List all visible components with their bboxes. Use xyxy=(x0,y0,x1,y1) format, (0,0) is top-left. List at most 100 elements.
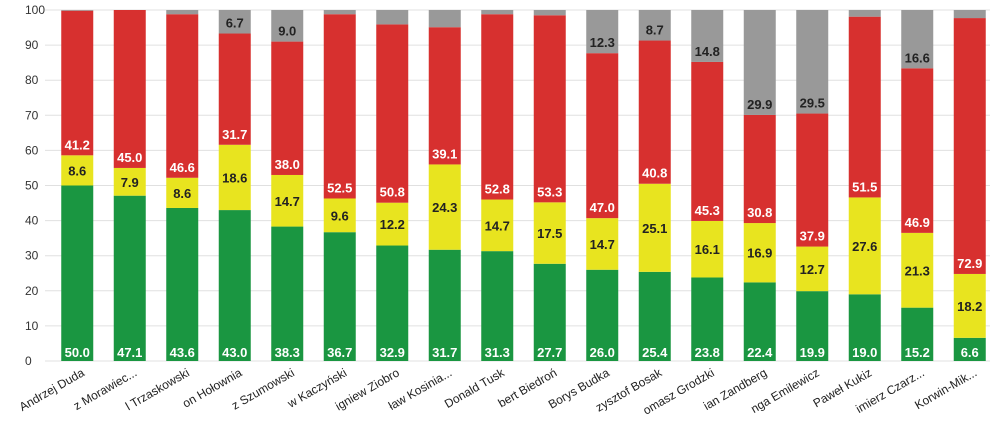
data-label: 8.7 xyxy=(646,23,664,38)
data-label: 23.8 xyxy=(695,345,720,360)
data-label: 12.2 xyxy=(380,217,405,232)
bar-segment-series1-7 xyxy=(428,164,461,250)
data-label: 38.0 xyxy=(275,157,300,172)
data-label: 36.7 xyxy=(327,345,352,360)
bar-segment-series2-2 xyxy=(166,14,199,178)
data-label: 53.3 xyxy=(537,184,562,199)
y-tick-label: 90 xyxy=(25,38,39,52)
data-label: 25.4 xyxy=(642,345,668,360)
bar-segment-series2-0 xyxy=(61,10,94,156)
y-tick-label: 60 xyxy=(25,143,39,157)
bar-segment-series3-0 xyxy=(61,10,94,11)
data-label: 7.9 xyxy=(121,175,139,190)
bar-segment-series3-7 xyxy=(428,10,461,28)
data-label: 27.7 xyxy=(537,345,562,360)
bar-segment-series0-2 xyxy=(166,207,199,361)
y-tick-label: 10 xyxy=(25,319,39,333)
data-label: 19.0 xyxy=(852,345,877,360)
bar-segment-series1-5 xyxy=(323,198,356,233)
bar-segment-series0-5 xyxy=(323,232,356,361)
data-label: 47.1 xyxy=(117,345,142,360)
data-label: 32.9 xyxy=(380,345,405,360)
bar-segment-series3-2 xyxy=(166,10,199,15)
data-label: 14.8 xyxy=(695,44,720,59)
y-tick-label: 70 xyxy=(25,108,39,122)
bar-segment-series2-8 xyxy=(481,14,514,200)
data-label: 30.8 xyxy=(747,205,772,220)
data-label: 41.2 xyxy=(65,137,90,152)
data-label: 38.3 xyxy=(275,345,300,360)
bar-segment-series1-6 xyxy=(376,202,409,246)
x-category-label: Donald Tusk xyxy=(442,365,508,411)
bar-segment-series0-14 xyxy=(796,291,829,361)
bar-segment-series1-14 xyxy=(796,246,829,292)
y-tick-label: 30 xyxy=(25,249,39,263)
bar-segment-series1-4 xyxy=(271,174,304,227)
data-label: 12.3 xyxy=(590,35,615,50)
data-label: 31.3 xyxy=(485,345,510,360)
bar-segment-series2-12 xyxy=(691,61,724,221)
bar-segment-series0-16 xyxy=(901,307,934,361)
bar-segment-series0-4 xyxy=(271,226,304,361)
data-label: 6.6 xyxy=(961,345,979,360)
data-label: 16.6 xyxy=(905,50,930,65)
data-label: 26.0 xyxy=(590,345,615,360)
bar-segment-series3-5 xyxy=(323,10,356,15)
bar-segment-series0-7 xyxy=(428,249,461,361)
data-label: 14.7 xyxy=(485,218,510,233)
bar-segment-series2-4 xyxy=(271,41,304,175)
bar-segment-series3-9 xyxy=(533,10,566,16)
bar-segment-series3-8 xyxy=(481,10,514,15)
bar-segment-series2-5 xyxy=(323,14,356,199)
bar-segment-series0-0 xyxy=(61,185,94,361)
data-label: 46.9 xyxy=(905,215,930,230)
bar-segment-series0-11 xyxy=(638,271,671,361)
bar-segment-series0-17 xyxy=(953,337,986,361)
bar-segment-series2-14 xyxy=(796,113,829,247)
y-tick-label: 0 xyxy=(25,354,32,368)
data-label: 27.6 xyxy=(852,239,877,254)
bar-segment-series2-9 xyxy=(533,15,566,203)
data-label: 29.9 xyxy=(747,97,772,112)
data-label: 45.0 xyxy=(117,150,142,165)
data-label: 46.6 xyxy=(170,160,195,175)
bar-segment-series1-3 xyxy=(218,144,251,211)
data-label: 50.0 xyxy=(65,345,90,360)
data-label: 47.0 xyxy=(590,200,615,215)
data-label: 45.3 xyxy=(695,203,720,218)
bar-segment-series1-15 xyxy=(848,197,881,295)
bar-segment-series2-6 xyxy=(376,24,409,203)
bar-segment-series2-1 xyxy=(113,10,146,168)
bar-segment-series1-9 xyxy=(533,202,566,264)
bar-segment-series2-10 xyxy=(586,53,619,219)
data-label: 24.3 xyxy=(432,200,457,215)
bar-segment-series0-6 xyxy=(376,245,409,361)
data-label: 51.5 xyxy=(852,179,877,194)
data-label: 12.7 xyxy=(800,262,825,277)
bar-segment-series2-16 xyxy=(901,68,934,233)
y-tick-label: 20 xyxy=(25,284,39,298)
bar-segment-series3-11 xyxy=(638,10,671,41)
data-label: 8.6 xyxy=(173,186,191,201)
data-label: 17.5 xyxy=(537,226,562,241)
bar-segment-series3-4 xyxy=(271,10,304,42)
bar-segment-series2-15 xyxy=(848,16,881,198)
bar-segment-series0-1 xyxy=(113,195,146,361)
bar-segment-series0-12 xyxy=(691,277,724,361)
data-label: 43.6 xyxy=(170,345,195,360)
bar-segment-series1-1 xyxy=(113,167,146,196)
data-label: 39.1 xyxy=(432,146,457,161)
bar-segment-series0-8 xyxy=(481,251,514,361)
data-label: 25.1 xyxy=(642,221,667,236)
data-label: 18.6 xyxy=(222,170,247,185)
data-label: 31.7 xyxy=(222,127,247,142)
data-label: 19.9 xyxy=(800,345,825,360)
bar-segment-series1-10 xyxy=(586,218,619,270)
data-label: 29.5 xyxy=(800,96,825,111)
bar-segment-series3-17 xyxy=(953,10,986,19)
y-tick-label: 80 xyxy=(25,73,39,87)
bar-segment-series3-6 xyxy=(376,10,409,25)
data-label: 31.7 xyxy=(432,345,457,360)
data-label: 18.2 xyxy=(957,299,982,314)
